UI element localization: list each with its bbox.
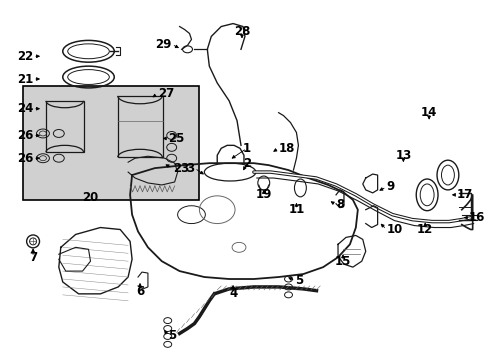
- Text: 11: 11: [288, 203, 304, 216]
- Text: 24: 24: [17, 102, 33, 115]
- Text: 26: 26: [17, 129, 33, 142]
- Bar: [118, 96, 163, 157]
- Text: 2: 2: [243, 157, 250, 170]
- Text: 10: 10: [386, 223, 402, 236]
- Text: 1: 1: [243, 142, 250, 155]
- Text: 29: 29: [155, 38, 171, 51]
- Bar: [23, 86, 199, 200]
- Text: 6: 6: [136, 285, 144, 298]
- Text: 12: 12: [416, 223, 432, 236]
- Text: 22: 22: [17, 50, 33, 63]
- Text: 14: 14: [420, 106, 436, 119]
- Text: 27: 27: [158, 87, 174, 100]
- Text: 23: 23: [172, 162, 188, 175]
- Text: 8: 8: [335, 198, 344, 211]
- Text: 16: 16: [468, 211, 484, 224]
- Text: 3: 3: [186, 162, 194, 175]
- Text: 15: 15: [334, 255, 350, 268]
- Text: 5: 5: [295, 274, 303, 288]
- Bar: [46, 101, 83, 152]
- Text: 19: 19: [255, 188, 271, 201]
- Text: 7: 7: [29, 251, 37, 264]
- Text: 20: 20: [82, 191, 99, 204]
- Text: 17: 17: [456, 188, 472, 201]
- Text: 25: 25: [167, 132, 183, 145]
- Text: 4: 4: [228, 287, 237, 300]
- Text: 13: 13: [394, 149, 411, 162]
- Text: 28: 28: [233, 25, 250, 38]
- Text: 18: 18: [278, 142, 294, 155]
- Text: 5: 5: [167, 329, 176, 342]
- Text: 21: 21: [17, 72, 33, 86]
- Text: 9: 9: [386, 180, 394, 193]
- Text: 26: 26: [17, 152, 33, 165]
